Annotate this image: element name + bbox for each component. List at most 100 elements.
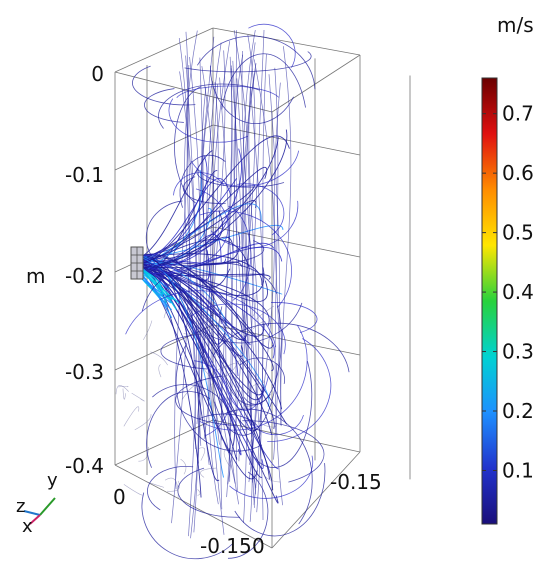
streamline	[197, 489, 201, 496]
streamline	[234, 462, 326, 537]
streamlines	[115, 23, 350, 560]
streamline	[146, 481, 165, 488]
triad-z-label: z	[16, 496, 25, 517]
box-edge	[212, 27, 361, 56]
streamline	[217, 362, 237, 371]
z-tick-label: -0.3	[65, 360, 104, 384]
streamline	[115, 385, 129, 395]
streamline	[142, 184, 255, 260]
streamline	[217, 306, 271, 406]
box-edge	[114, 419, 214, 466]
box-edge	[271, 451, 361, 549]
streamline	[160, 333, 207, 370]
streamline	[142, 135, 290, 265]
streamline	[270, 302, 318, 333]
streamline	[189, 56, 201, 464]
streamline	[261, 380, 265, 384]
streamline	[197, 35, 316, 90]
streamline	[200, 467, 217, 478]
streamline	[210, 41, 236, 484]
streamline	[207, 82, 219, 505]
colorbar-tick-label: 0.6	[502, 161, 534, 185]
streamline	[249, 331, 257, 344]
grid-line	[114, 124, 214, 171]
x-tick-label: 0	[113, 485, 126, 509]
colorbar-tick-label: 0.5	[502, 221, 534, 245]
grid-line	[212, 324, 361, 356]
streamline	[229, 455, 314, 499]
streamline	[203, 369, 214, 385]
streamline	[242, 420, 325, 483]
streamline	[122, 388, 126, 400]
streamline	[252, 321, 266, 329]
streamline	[201, 81, 223, 422]
streamline	[150, 351, 168, 366]
streamline	[243, 305, 282, 405]
streamline	[183, 331, 204, 335]
streamline	[185, 55, 200, 533]
streamline	[273, 82, 282, 427]
streamline	[142, 258, 274, 491]
streamline	[249, 86, 264, 505]
streamline	[142, 262, 273, 436]
streamline	[190, 57, 205, 539]
streamline	[184, 51, 312, 73]
streamline	[274, 67, 283, 506]
streamline	[198, 447, 206, 461]
x-tick-label: -0.15	[330, 470, 382, 494]
y-tick-label: -0.15	[200, 534, 252, 558]
streamline	[180, 458, 187, 475]
z-tick-label: -0.2	[65, 264, 104, 288]
colorbar-ticks: 0.7 0.6 0.5 0.4 0.3 0.2 0.1	[482, 102, 534, 482]
streamline	[250, 30, 265, 508]
streamline	[248, 23, 296, 68]
streamline	[142, 270, 279, 504]
streamline	[225, 68, 240, 505]
z-tick-label: -0.1	[65, 163, 104, 187]
z-tick-label: -0.4	[65, 454, 104, 478]
streamline	[123, 484, 143, 496]
colorbar-tick-label: 0.7	[502, 102, 534, 126]
triad-x-label: x	[22, 516, 33, 537]
streamline	[210, 200, 299, 249]
box-edge	[212, 419, 361, 453]
streamline	[244, 402, 253, 408]
streamline	[212, 50, 226, 445]
streamline	[201, 86, 212, 440]
streamline	[255, 305, 275, 320]
streamline	[249, 294, 257, 317]
streamline	[219, 77, 233, 498]
streamline	[139, 268, 163, 297]
streamline	[165, 262, 277, 294]
colorbar-tick-label: 0.2	[502, 399, 534, 423]
streamline	[241, 51, 257, 483]
streamline	[146, 391, 211, 468]
streamline	[199, 325, 308, 431]
streamline	[145, 200, 183, 273]
streamline	[253, 361, 313, 468]
streamline	[247, 414, 304, 436]
streamline	[267, 338, 332, 442]
streamline	[261, 467, 281, 483]
streamline	[138, 446, 149, 462]
streamline	[236, 78, 248, 523]
streamline	[142, 215, 229, 266]
streamline	[280, 46, 292, 425]
y-tick-label: 0	[252, 534, 265, 558]
streamline	[132, 65, 196, 106]
z-unit-label: m	[26, 264, 45, 288]
streamline	[212, 322, 350, 373]
streamline	[239, 357, 285, 384]
streamline	[253, 59, 275, 422]
streamline	[134, 414, 152, 431]
streamline	[142, 242, 275, 274]
colorbar-unit: m/s	[497, 13, 534, 37]
streamline	[223, 448, 231, 467]
streamline	[229, 30, 237, 482]
colorbar	[481, 77, 498, 525]
streamline	[142, 208, 212, 265]
streamline	[118, 385, 129, 388]
streamline	[181, 385, 196, 400]
streamline	[175, 343, 263, 452]
